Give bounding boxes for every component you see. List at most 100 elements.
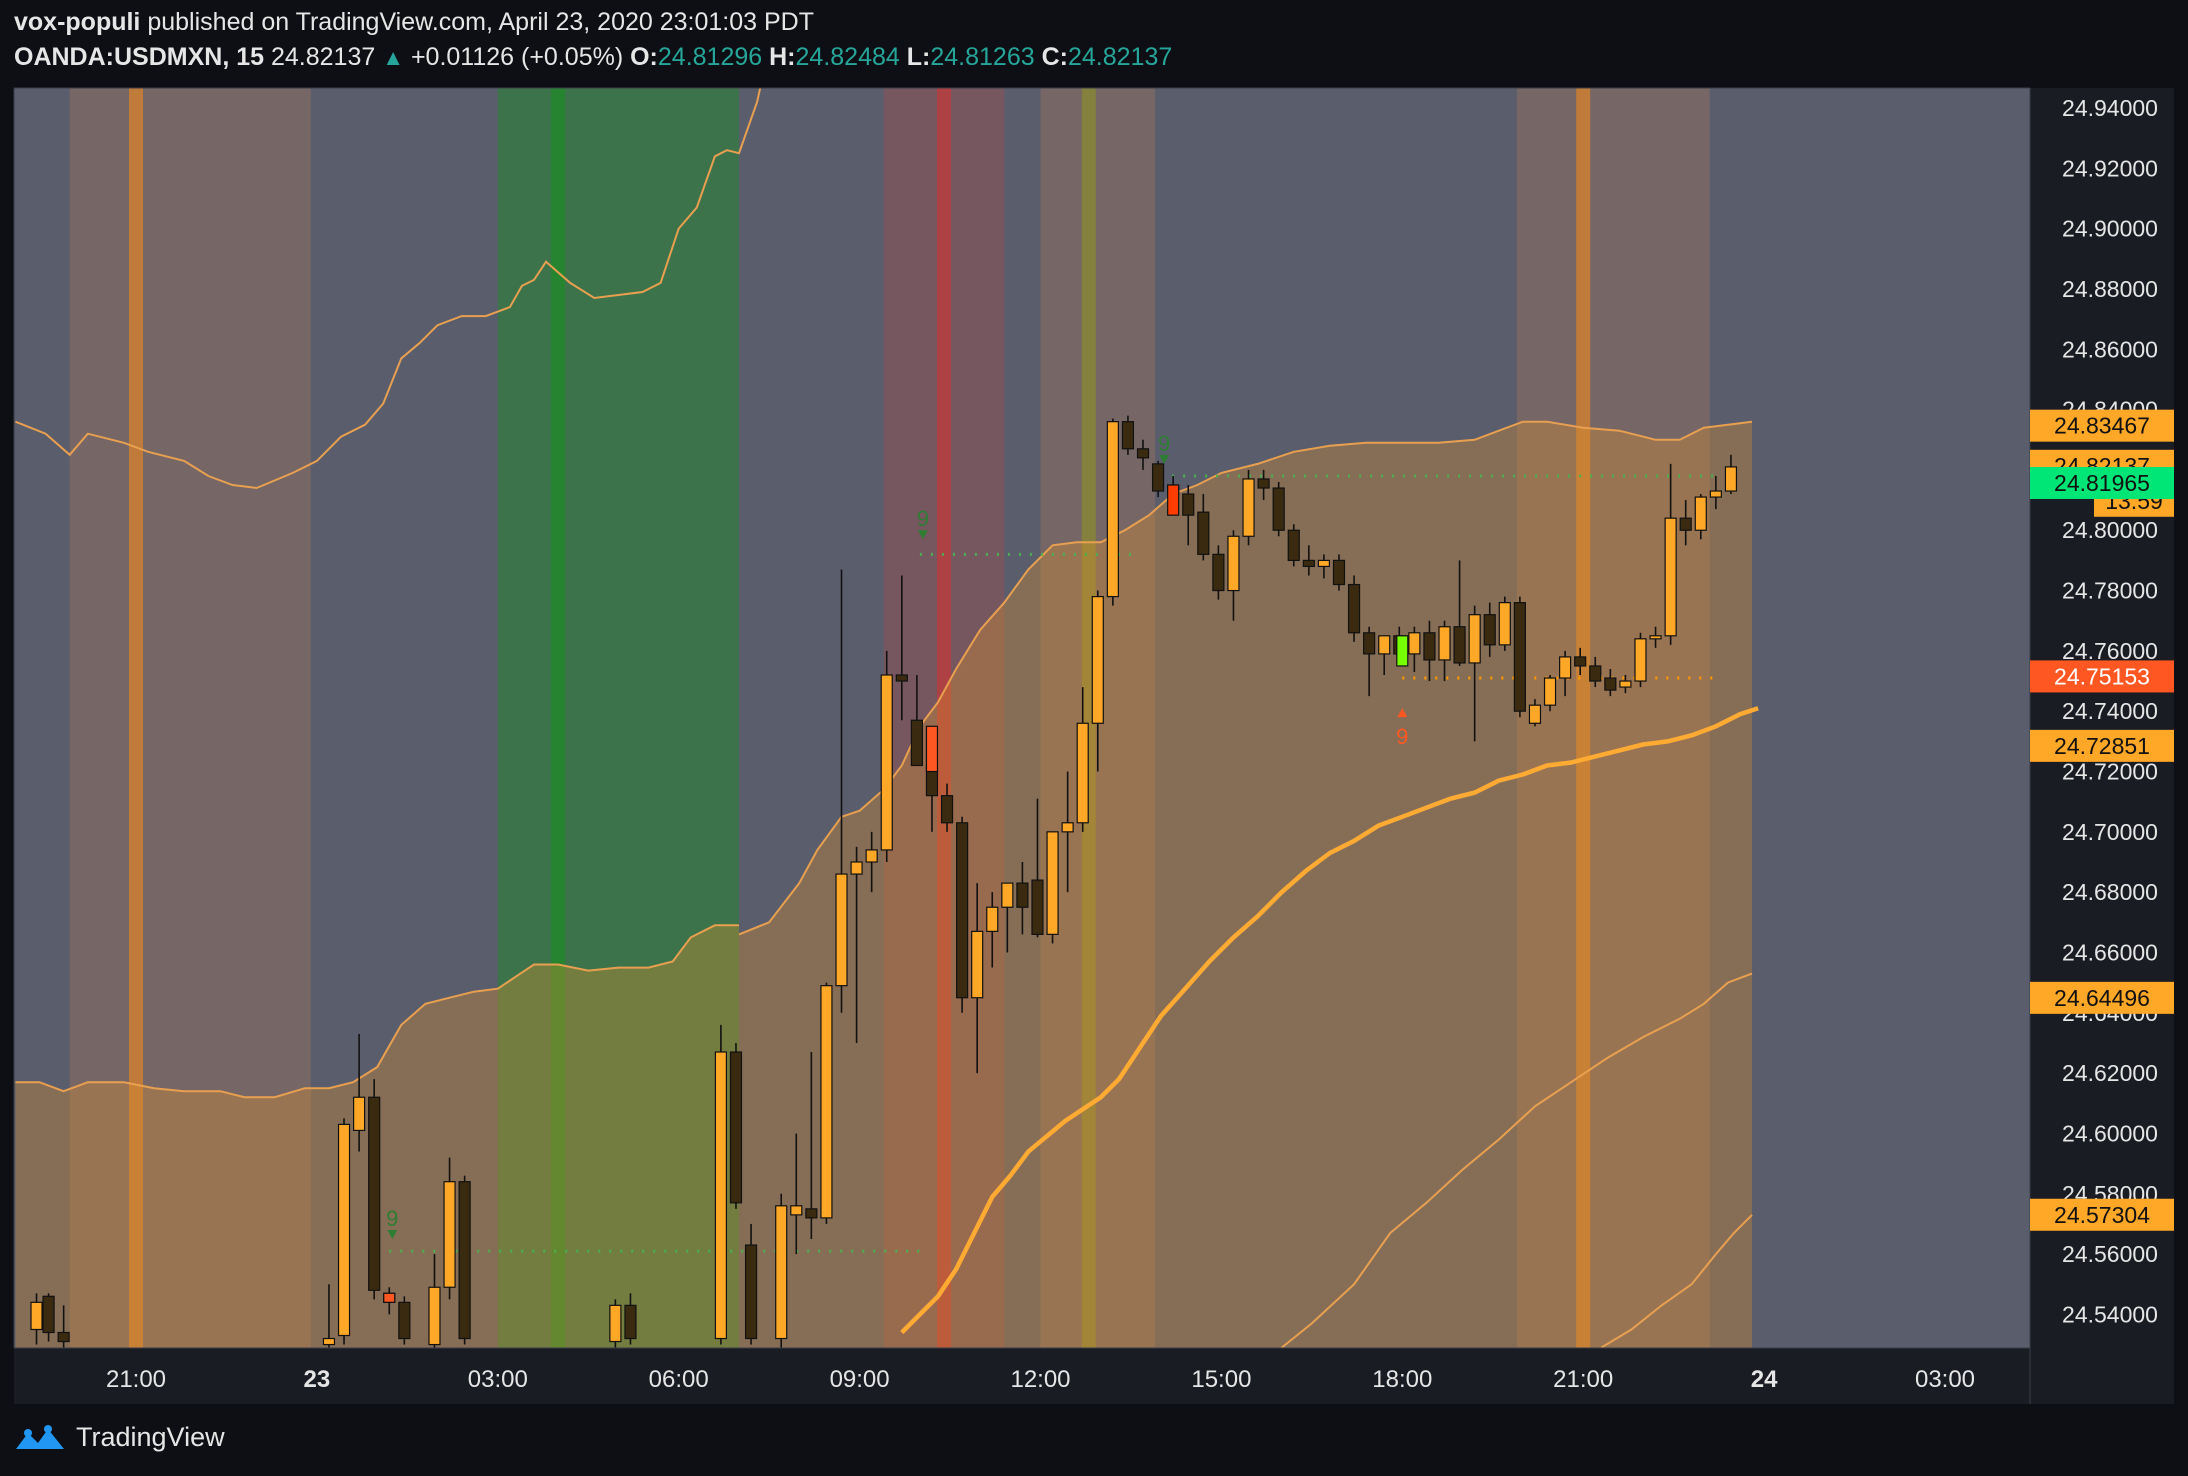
candle-body	[1453, 626, 1466, 664]
candle-body	[337, 1123, 351, 1337]
candle-body	[443, 1181, 456, 1288]
high-label: H:	[769, 43, 796, 71]
candle-body	[1378, 635, 1391, 655]
candle-body	[835, 873, 848, 987]
open-label: O:	[630, 43, 658, 71]
candle-body	[428, 1286, 441, 1346]
candle-body	[458, 1181, 471, 1340]
candle-body	[1257, 478, 1270, 489]
x-tick-label: 23	[304, 1366, 331, 1393]
signal-candle	[383, 1292, 396, 1303]
session-zone	[69, 88, 311, 1348]
y-tick-label: 24.66000	[2062, 939, 2158, 965]
band-fill-right	[739, 421, 1752, 1348]
price-axis-background	[2030, 88, 2174, 1348]
close-label: C:	[1041, 43, 1068, 71]
y-tick-label: 24.90000	[2062, 216, 2158, 242]
candle-body	[1001, 882, 1014, 908]
candle-body	[1242, 478, 1255, 537]
price-tag	[2030, 409, 2174, 442]
y-tick-label: 24.70000	[2062, 819, 2158, 845]
high-value: 24.82484	[795, 43, 900, 71]
up-triangle-icon: ▲	[382, 45, 404, 70]
y-tick-label: 24.60000	[2062, 1120, 2158, 1146]
candle-body	[1694, 496, 1707, 531]
marker-label: 9	[1396, 724, 1408, 749]
signal-candle	[1167, 484, 1180, 516]
marker-arrow-down	[387, 1229, 398, 1239]
candle-body	[1031, 879, 1044, 935]
x-tick-label: 03:00	[1915, 1366, 1975, 1393]
candle-body	[1076, 722, 1089, 824]
candle-body	[790, 1205, 803, 1216]
y-tick-label: 24.74000	[2062, 698, 2158, 724]
y-tick-label: 24.86000	[2062, 336, 2158, 362]
session-line	[129, 88, 143, 1348]
candle-body	[1483, 614, 1496, 646]
candle-body	[940, 795, 954, 824]
session-zone	[497, 88, 739, 1348]
marker-label: 9	[917, 506, 929, 531]
candle-body	[1302, 559, 1315, 568]
symbol-label[interactable]: OANDA:USDMXN, 15	[14, 43, 265, 71]
last-price: 24.82137	[270, 43, 376, 71]
publish-info: vox-populi published on TradingView.com,…	[14, 8, 814, 37]
footer-brand[interactable]: TradingView	[14, 1422, 225, 1453]
y-tick-label: 24.68000	[2062, 879, 2158, 905]
price-tag-label: 24.75153	[2054, 663, 2150, 689]
lower-band-left-line	[15, 924, 739, 1099]
candle-body	[775, 1205, 788, 1340]
candle-body	[1317, 559, 1331, 568]
candle-body	[1664, 517, 1677, 637]
y-tick-label: 24.94000	[2062, 95, 2158, 121]
candle-body	[398, 1301, 411, 1340]
candle-body	[805, 1208, 818, 1219]
candle-body	[729, 1051, 743, 1204]
candle-body	[1589, 665, 1602, 682]
published-text: published on TradingView.com, April 23, …	[147, 8, 814, 36]
candle-body	[1121, 421, 1135, 450]
y-tick-label: 24.88000	[2062, 276, 2158, 302]
marker-label: 9	[1158, 431, 1170, 456]
time-axis-background	[14, 1348, 2174, 1404]
signal-candle	[925, 725, 939, 773]
y-tick-label: 24.76000	[2062, 638, 2158, 664]
x-tick-label: 03:00	[468, 1366, 528, 1393]
candle-body	[971, 930, 984, 999]
y-tick-label: 24.54000	[2062, 1301, 2158, 1327]
price-tag-label: 24.64496	[2054, 985, 2150, 1011]
candle-body	[865, 849, 878, 863]
candle-body	[1423, 632, 1436, 661]
author-name[interactable]: vox-populi	[14, 8, 141, 36]
close-value: 24.82137	[1067, 43, 1173, 71]
candle-body	[1046, 831, 1059, 935]
candle-body	[1016, 882, 1029, 908]
session-line	[1081, 88, 1096, 1348]
candle-body	[1679, 517, 1692, 531]
lower-band-far-line	[1600, 1214, 1753, 1348]
session-line	[1576, 88, 1591, 1348]
brand-name: TradingView	[76, 1422, 225, 1452]
plot-area: 9 9 9 9	[15, 88, 1759, 1348]
candle-body	[1332, 559, 1346, 586]
symbol-info: OANDA:USDMXN, 15 24.82137 ▲ +0.01126 (+0…	[14, 43, 1172, 72]
candle-body	[1438, 626, 1451, 661]
y-tick-label: 24.78000	[2062, 578, 2158, 604]
x-tick-label: 09:00	[830, 1366, 890, 1393]
candle-body	[1287, 529, 1300, 561]
candle-body	[1528, 704, 1542, 724]
y-tick-label: 24.80000	[2062, 517, 2158, 543]
candle-body	[1408, 632, 1421, 655]
candle-body	[1574, 656, 1587, 667]
price-tag	[2030, 660, 2174, 693]
x-tick-label: 06:00	[649, 1366, 709, 1393]
candle-body	[1091, 595, 1104, 724]
candle-body	[30, 1301, 43, 1331]
candle-body	[1543, 677, 1557, 706]
upper-band-line	[15, 88, 762, 490]
low-label: L:	[906, 43, 931, 71]
candle-body	[1468, 614, 1481, 664]
price-tag-label: 24.83467	[2054, 413, 2150, 439]
signal-candle	[1396, 635, 1409, 667]
